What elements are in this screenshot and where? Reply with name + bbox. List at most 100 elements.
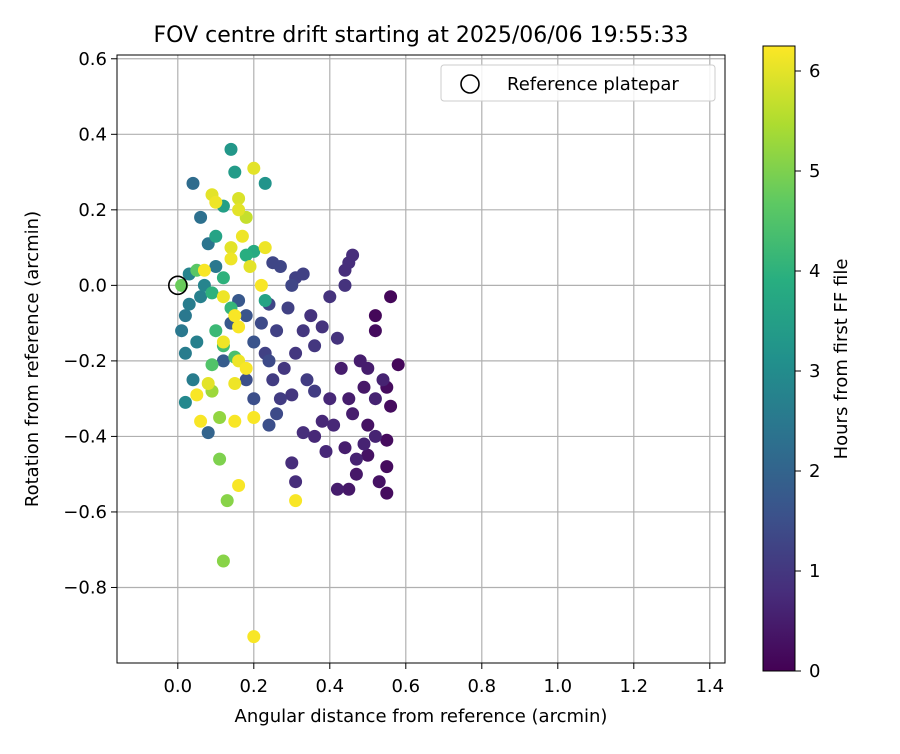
data-point: [190, 388, 204, 402]
data-point: [361, 361, 375, 375]
chart-title: FOV centre drift starting at 2025/06/06 …: [154, 23, 689, 48]
y-tick-label: 0.4: [78, 124, 107, 145]
data-point: [254, 278, 268, 292]
data-point: [220, 494, 234, 508]
colorbar-gradient: [762, 45, 796, 672]
data-point: [327, 418, 341, 432]
data-point: [368, 429, 382, 443]
data-point: [349, 452, 363, 466]
data-point: [186, 176, 200, 190]
data-point: [175, 278, 189, 292]
x-tick-label: 0.4: [315, 676, 344, 697]
x-tick-label: 1.0: [543, 676, 572, 697]
y-tick-label: −0.8: [63, 577, 107, 598]
data-point: [342, 392, 356, 406]
data-point: [384, 290, 398, 304]
data-point: [232, 203, 246, 217]
data-point: [342, 482, 356, 496]
data-point: [308, 339, 322, 353]
x-tick-label: 1.4: [695, 676, 724, 697]
x-tick-label: 1.2: [619, 676, 648, 697]
data-point: [209, 324, 223, 338]
data-point: [175, 324, 189, 338]
data-point: [384, 399, 398, 413]
data-point: [178, 309, 192, 323]
data-point: [247, 392, 261, 406]
data-point: [228, 377, 242, 390]
data-point: [368, 324, 382, 338]
data-point: [247, 161, 261, 175]
y-tick-label: 0.0: [78, 275, 107, 296]
data-point: [239, 248, 253, 262]
data-point: [205, 358, 219, 372]
data-point: [194, 210, 208, 224]
data-point: [338, 263, 352, 277]
data-point: [258, 294, 272, 307]
data-point: [247, 335, 261, 349]
data-point: [270, 407, 284, 421]
data-point: [323, 392, 337, 406]
data-point: [361, 448, 375, 462]
data-point: [197, 263, 211, 277]
x-axis-ticks: 0.0 0.2 0.4 0.6 0.8 1.0 1.2 1.4: [163, 663, 724, 697]
reference-platepar-marker: [168, 275, 188, 296]
data-point: [315, 320, 329, 334]
plot-frame: [116, 54, 726, 664]
data-point: [319, 445, 333, 458]
colorbar-tick-label: 0: [809, 661, 820, 682]
colorbar-tick-label: 2: [809, 461, 820, 482]
data-point: [216, 271, 230, 285]
data-point: [228, 165, 242, 179]
data-point: [186, 373, 200, 387]
data-point: [213, 452, 227, 466]
data-point: [380, 433, 394, 447]
colorbar-tick-label: 6: [809, 61, 820, 82]
data-point: [194, 290, 208, 304]
data-point: [178, 346, 192, 360]
data-point: [368, 392, 382, 406]
data-point: [281, 301, 295, 315]
data-point: [258, 176, 272, 190]
data-point: [300, 373, 314, 387]
data-point: [232, 320, 246, 334]
data-point: [209, 260, 223, 273]
data-point: [247, 411, 261, 424]
data-point: [304, 309, 318, 323]
data-point: [205, 286, 219, 300]
data-point: [346, 407, 360, 421]
data-point: [368, 309, 382, 323]
data-point: [380, 460, 394, 474]
data-point: [289, 346, 303, 360]
data-point: [334, 361, 348, 375]
colorbar-tick-label: 4: [809, 261, 820, 282]
data-point: [216, 335, 230, 349]
colorbar-ticks: 0 1 2 3 4 5 6: [795, 61, 820, 682]
data-point: [391, 358, 405, 372]
data-points: [175, 142, 405, 644]
data-point: [323, 290, 337, 304]
data-point: [228, 414, 242, 428]
data-point: [194, 414, 208, 428]
data-point: [213, 411, 227, 424]
data-point: [338, 441, 352, 455]
data-point: [357, 380, 371, 394]
data-point: [201, 377, 215, 390]
data-point: [266, 256, 280, 270]
data-point: [285, 388, 299, 402]
y-tick-label: 0.2: [78, 200, 107, 221]
data-point: [338, 278, 352, 292]
x-tick-label: 0.6: [391, 676, 420, 697]
y-tick-label: −0.4: [63, 426, 107, 447]
data-point: [285, 456, 299, 470]
colorbar: 0 1 2 3 4 5 6 Hours from first FF file: [762, 45, 852, 682]
data-point: [235, 229, 249, 243]
data-point: [182, 297, 196, 311]
data-point: [357, 437, 371, 451]
data-point: [330, 331, 344, 345]
data-point: [296, 324, 310, 338]
y-tick-label: −0.6: [63, 502, 107, 523]
legend-marker-icon: [460, 74, 480, 94]
data-point: [228, 309, 242, 323]
